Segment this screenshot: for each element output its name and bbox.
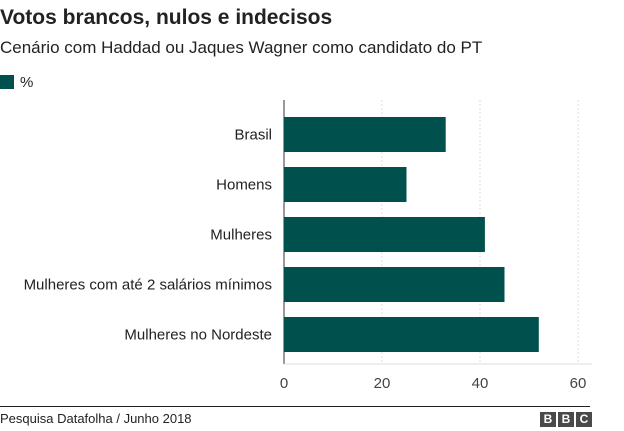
chart-subtitle: Cenário com Haddad ou Jaques Wagner como… (0, 38, 483, 57)
bar (284, 167, 407, 202)
bar (284, 267, 505, 302)
category-label: Brasil (234, 127, 272, 144)
bbc-logo-letter: B (540, 412, 556, 427)
bar (284, 217, 485, 252)
bar-chart: Brasil Homens Mulheres Mulheres com até 2 s… (24, 100, 592, 392)
legend-label: % (20, 73, 34, 91)
x-tick-label: 20 (374, 375, 391, 392)
x-tick-label: 40 (472, 375, 489, 392)
x-tick-label: 0 (280, 375, 288, 392)
x-tick-label: 60 (570, 375, 587, 392)
category-label: Mulheres no Nordeste (124, 327, 272, 344)
category-labels: Brasil Homens Mulheres Mulheres com até 2 s… (24, 127, 272, 344)
source-note: Pesquisa Datafolha / Junho 2018 (0, 411, 192, 426)
x-axis-ticks: 0 20 40 60 (280, 375, 587, 392)
bbc-logo-letter: B (558, 412, 574, 427)
category-label: Homens (216, 177, 272, 194)
category-label: Mulheres (210, 227, 272, 244)
bbc-logo-letter: C (576, 412, 592, 427)
bar (284, 117, 446, 152)
footer-divider (0, 406, 590, 407)
bars (284, 117, 539, 352)
category-label: Mulheres com até 2 salários mínimos (24, 277, 272, 294)
legend-swatch (0, 75, 14, 89)
legend: % (0, 73, 33, 91)
bbc-logo: B B C (540, 412, 592, 427)
chart-title: Votos brancos, nulos e indecisos (0, 6, 333, 29)
bar (284, 317, 539, 352)
